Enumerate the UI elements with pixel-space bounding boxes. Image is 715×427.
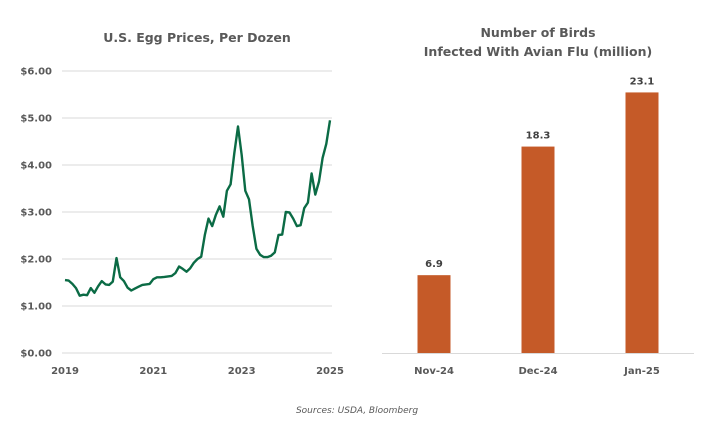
flu-bar-data-label: 6.9 <box>425 259 443 270</box>
flu-bar-dec-24 <box>521 146 555 353</box>
egg-x-tick-label: 2023 <box>228 366 256 377</box>
flu-category-label: Dec-24 <box>518 366 557 377</box>
flu-chart-title-line1: Number of Birds <box>480 25 595 40</box>
egg-x-tick-label: 2019 <box>51 366 79 377</box>
egg-x-axis: 2019 2021 2023 2025 <box>51 366 344 377</box>
egg-price-chart: U.S. Egg Prices, Per Dozen $0.00 $1.00 $2.… <box>20 30 344 377</box>
flu-category-label: Nov-24 <box>414 366 454 377</box>
egg-x-tick-label: 2025 <box>316 366 344 377</box>
flu-bar-data-label: 23.1 <box>630 76 655 87</box>
egg-x-tick-label: 2021 <box>139 366 167 377</box>
egg-chart-title: U.S. Egg Prices, Per Dozen <box>103 30 291 45</box>
egg-y-tick-label: $5.00 <box>20 114 52 125</box>
avian-flu-chart: Number of Birds Infected With Avian Flu … <box>382 25 694 377</box>
flu-bar-data-label: 18.3 <box>526 131 551 142</box>
flu-bar-jan-25 <box>625 92 659 353</box>
egg-y-axis: $0.00 $1.00 $2.00 $3.00 $4.00 $5.00 $6.00 <box>20 67 52 360</box>
flu-category-label: Jan-25 <box>623 366 660 377</box>
source-note: Sources: USDA, Bloomberg <box>296 406 418 416</box>
egg-y-tick-label: $0.00 <box>20 349 52 360</box>
flu-bars: 6.9 Nov-24 18.3 Dec-24 23.1 Jan-25 <box>414 76 660 377</box>
egg-y-tick-label: $4.00 <box>20 161 52 172</box>
egg-y-tick-label: $1.00 <box>20 302 52 313</box>
egg-y-tick-label: $2.00 <box>20 255 52 266</box>
flu-bar-nov-24 <box>417 275 451 353</box>
egg-gridlines <box>62 70 332 354</box>
egg-y-tick-label: $6.00 <box>20 67 52 78</box>
flu-chart-title-line2: Infected With Avian Flu (million) <box>424 44 652 59</box>
egg-y-tick-label: $3.00 <box>20 208 52 219</box>
egg-price-line <box>64 120 332 297</box>
